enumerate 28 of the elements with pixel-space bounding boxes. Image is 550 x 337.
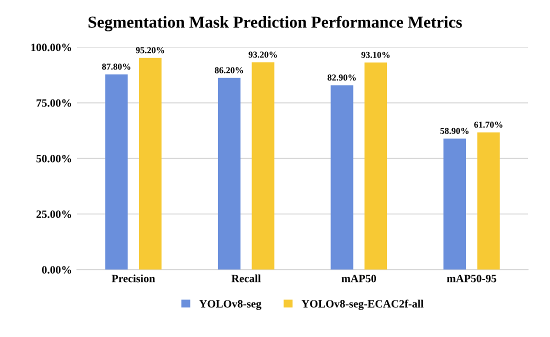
- bar: [252, 62, 274, 270]
- data-label: 82.90%: [328, 74, 356, 81]
- data-label: 87.80%: [102, 64, 130, 70]
- chart-title: Segmentation Mask Prediction Performance Metrics: [88, 16, 462, 32]
- bar: [105, 74, 128, 270]
- legend-label: YOLOv8-seg-ECAC2f-all: [302, 300, 424, 310]
- data-label: 86.20%: [214, 67, 244, 74]
- bar: [139, 58, 162, 270]
- y-tick-label: 75.00%: [36, 99, 72, 107]
- bar: [364, 62, 388, 270]
- data-label: 58.90%: [440, 128, 469, 134]
- legend-label: YOLOv8-seg: [199, 300, 262, 310]
- bar: [477, 132, 500, 270]
- data-label: 95.20%: [136, 47, 164, 54]
- x-tick-label: mAP50-95: [446, 274, 496, 282]
- data-label: 93.10%: [361, 52, 390, 58]
- x-tick-label: Precision: [112, 274, 156, 282]
- bar: [218, 78, 240, 270]
- y-tick-label: 50.00%: [36, 154, 72, 162]
- y-tick-label: 0.00%: [42, 266, 72, 274]
- data-label: 61.70%: [474, 122, 502, 128]
- data-label: 93.20%: [248, 52, 277, 58]
- y-tick-label: 25.00%: [36, 210, 72, 218]
- bar: [330, 85, 354, 270]
- y-tick-label: 100.00%: [31, 44, 72, 52]
- x-tick-label: mAP50: [342, 274, 376, 282]
- bar: [443, 138, 466, 270]
- x-tick-label: Recall: [232, 274, 261, 282]
